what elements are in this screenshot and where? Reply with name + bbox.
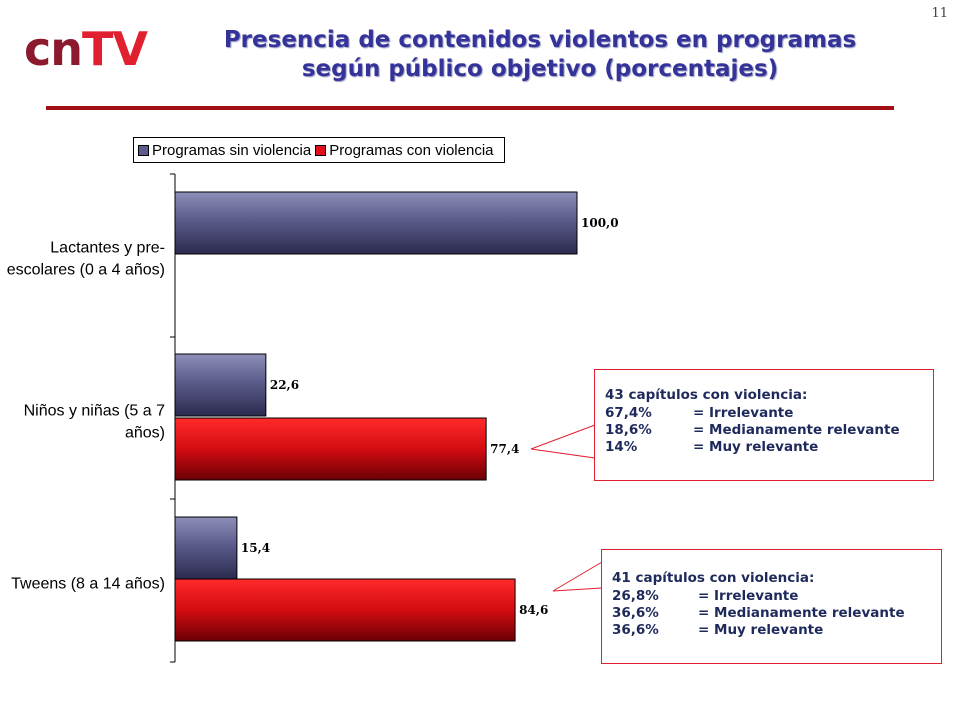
- legend-swatch-con-violencia: [315, 144, 327, 156]
- note-row: 18,6% = Medianamente relevante: [605, 422, 933, 439]
- callout-pointer: [552, 561, 603, 592]
- note-heading: 41 capítulos con violencia:: [612, 570, 815, 586]
- logo-part-tv: TV: [82, 22, 148, 76]
- callout-note-ninos: 43 capítulos con violencia: 67,4% = Irrel…: [594, 369, 934, 481]
- chart-legend: Programas sin violencia Programas con vi…: [133, 137, 505, 163]
- category-label: años): [125, 425, 165, 442]
- note-row: 36,6% = Medianamente relevante: [612, 605, 941, 622]
- title-line-2: según público objetivo (porcentajes): [301, 56, 779, 82]
- note-row: 67,4% = Irrelevante: [605, 405, 933, 422]
- category-label: Lactantes y pre-: [50, 240, 165, 257]
- data-label: 22,6: [270, 378, 299, 392]
- category-label: escolares (0 a 4 años): [7, 262, 165, 279]
- data-label: 84,6: [519, 603, 548, 617]
- title-divider: [46, 106, 894, 110]
- bar-sin-violencia: [174, 353, 267, 417]
- legend-item-sin-violencia: Programas sin violencia: [138, 142, 311, 159]
- title-line-1: Presencia de contenidos violentos en pro…: [223, 27, 857, 53]
- category-label: Niños y niñas (5 a 7: [24, 403, 166, 420]
- legend-item-con-violencia: Programas con violencia: [315, 141, 494, 159]
- slide-title: Presencia de contenidos violentos en pro…: [180, 26, 900, 84]
- note-pct: 18,6%: [605, 422, 652, 438]
- legend-label-sin-violencia: Programas sin violencia: [152, 141, 312, 159]
- note-pct: 36,6%: [612, 622, 659, 638]
- legend-swatch-sin-violencia: [138, 144, 149, 156]
- note-label: = Medianamente relevante: [693, 422, 900, 438]
- data-label: 77,4: [490, 442, 519, 456]
- note-row: 36,6% = Muy relevante: [612, 622, 941, 639]
- note-row: 14% = Muy relevante: [605, 439, 933, 456]
- note-label: = Medianamente relevante: [698, 605, 905, 621]
- note-row: 26,8% = Irrelevante: [612, 588, 941, 605]
- note-pct: 14%: [605, 439, 638, 455]
- bar-sin-violencia: [174, 516, 238, 580]
- data-label: 100,0: [581, 216, 619, 230]
- note-pct: 36,6%: [612, 605, 659, 621]
- note-label: = Muy relevante: [698, 622, 824, 638]
- note-label: = Irrelevante: [693, 405, 794, 421]
- bar-con-violencia: [174, 578, 516, 642]
- callout-pointer: [530, 424, 596, 459]
- legend-label-con-violencia: Programas con violencia: [329, 141, 494, 159]
- note-label: = Irrelevante: [698, 588, 799, 604]
- category-label: Tweens (8 a 14 años): [11, 576, 165, 593]
- bar-con-violencia: [174, 417, 487, 481]
- note-label: = Muy relevante: [693, 439, 819, 455]
- callout-note-tweens: 41 capítulos con violencia: 26,8% = Irrel…: [601, 549, 942, 664]
- note-pct: 67,4%: [605, 405, 652, 421]
- note-pct: 26,8%: [612, 588, 659, 604]
- data-label: 15,4: [241, 541, 270, 555]
- note-heading: 43 capítulos con violencia:: [605, 387, 808, 403]
- page-number: 11: [931, 6, 948, 21]
- logo-part-cn: cn: [24, 22, 83, 76]
- cntv-logo: cnTV: [24, 26, 148, 72]
- bar-sin-violencia: [174, 191, 578, 255]
